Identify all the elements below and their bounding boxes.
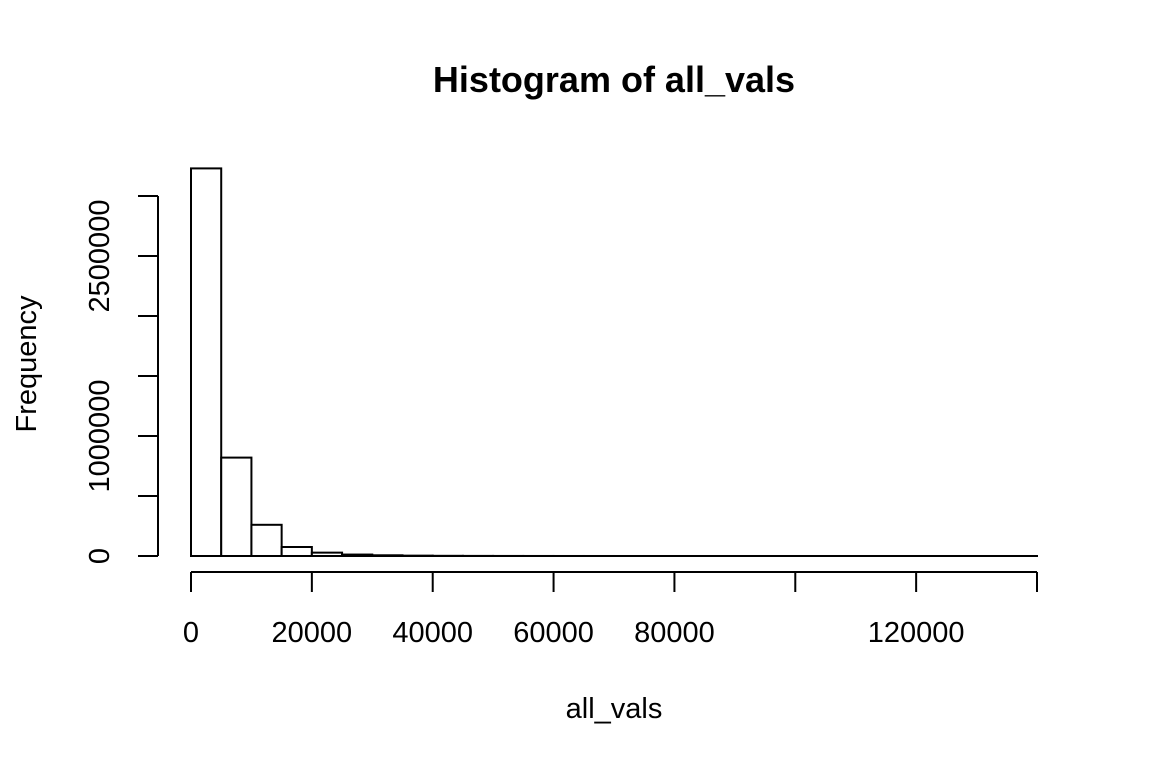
x-tick-label: 0 — [183, 617, 199, 649]
x-tick-label: 120000 — [868, 617, 965, 649]
x-tick-label: 40000 — [392, 617, 473, 649]
histogram-bar — [371, 554, 404, 558]
x-axis: 0 20000 40000 60000 80000 120000 — [183, 571, 1038, 649]
chart-title: Histogram of all_vals — [433, 59, 795, 100]
histogram-bar — [250, 523, 283, 557]
histogram-bar — [190, 167, 223, 557]
y-axis: 0 1000000 2500000 — [84, 195, 159, 564]
y-axis-label: Frequency — [11, 295, 43, 433]
histogram-bar — [341, 553, 374, 557]
x-axis-label: all_vals — [566, 693, 663, 725]
y-tick-label: 2500000 — [84, 200, 116, 313]
x-tick-label: 20000 — [272, 617, 353, 649]
histogram-bar — [280, 546, 313, 557]
x-tick-label: 80000 — [634, 617, 715, 649]
x-tick-label: 60000 — [513, 617, 594, 649]
histogram-bar — [310, 551, 344, 558]
y-tick-label: 0 — [84, 548, 116, 564]
y-tick-label: 1000000 — [84, 380, 116, 493]
histogram-bar — [220, 456, 253, 558]
bars-group — [190, 167, 1038, 558]
